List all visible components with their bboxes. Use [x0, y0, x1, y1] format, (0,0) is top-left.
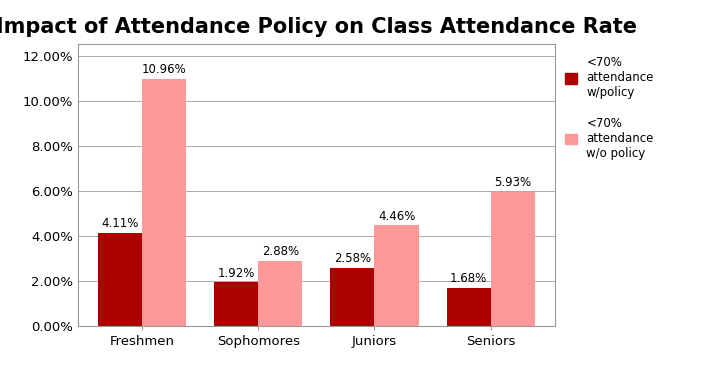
Text: 4.46%: 4.46%	[378, 209, 415, 223]
Title: Impact of Attendance Policy on Class Attendance Rate: Impact of Attendance Policy on Class Att…	[0, 17, 637, 37]
Bar	[142, 79, 186, 326]
Legend: <70%
attendance
w/policy, <70%
attendance
w/o policy: <70% attendance w/policy, <70% attendanc…	[565, 56, 654, 159]
Text: 2.58%: 2.58%	[334, 252, 371, 265]
Text: 4.11%: 4.11%	[102, 218, 139, 231]
Text: 1.92%: 1.92%	[218, 267, 255, 280]
Bar	[375, 225, 419, 326]
Text: 10.96%: 10.96%	[141, 63, 186, 76]
Text: 5.93%: 5.93%	[494, 176, 531, 189]
Bar	[491, 192, 535, 326]
Text: 1.68%: 1.68%	[450, 272, 487, 285]
Bar	[331, 268, 375, 326]
Bar	[258, 261, 302, 326]
Text: 2.88%: 2.88%	[262, 245, 299, 258]
Bar	[214, 282, 258, 326]
Bar	[98, 233, 142, 326]
Bar	[447, 288, 491, 326]
